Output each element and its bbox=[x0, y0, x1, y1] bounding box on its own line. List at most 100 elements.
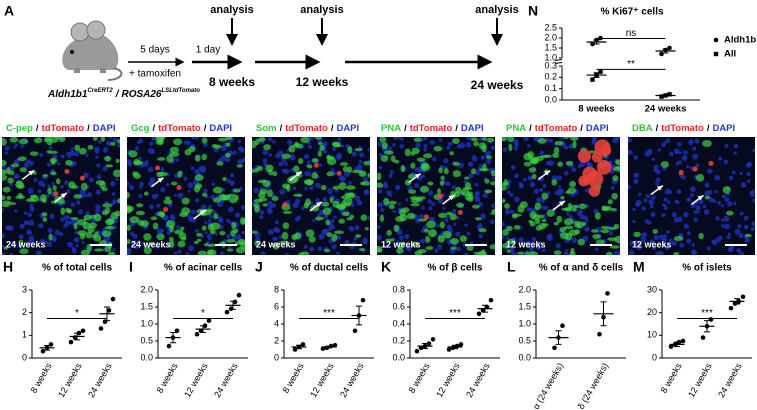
nucleus bbox=[2, 232, 5, 239]
y-tick-label: 4 bbox=[274, 318, 279, 328]
nucleus bbox=[733, 143, 739, 149]
nucleus bbox=[17, 243, 23, 249]
nucleus bbox=[564, 249, 569, 254]
nucleus bbox=[241, 230, 245, 235]
red-cell bbox=[588, 185, 601, 197]
nucleus bbox=[268, 203, 274, 209]
nucleus bbox=[97, 140, 102, 144]
micrograph bbox=[127, 137, 245, 255]
green-cell bbox=[259, 188, 268, 195]
nucleus bbox=[649, 204, 654, 209]
green-cell bbox=[7, 177, 14, 184]
timepoint-label: 12 weeks bbox=[296, 75, 349, 89]
nucleus bbox=[278, 161, 284, 167]
data-point bbox=[668, 344, 674, 349]
nucleus bbox=[429, 139, 435, 145]
nucleus bbox=[81, 240, 85, 244]
data-point bbox=[597, 331, 602, 337]
nucleus bbox=[351, 151, 357, 157]
error-bar bbox=[482, 304, 488, 313]
nucleus bbox=[738, 233, 744, 239]
stain: Gcg bbox=[131, 123, 150, 134]
timepoint-label: 24 weeks bbox=[471, 78, 524, 92]
nucleus bbox=[188, 245, 195, 252]
x-tick-label: 24 weeks bbox=[212, 361, 240, 399]
green-cell bbox=[193, 240, 199, 245]
nucleus bbox=[297, 215, 301, 220]
green-cell bbox=[104, 155, 111, 162]
green-cell bbox=[698, 232, 704, 240]
y-tick-label: 0.0 bbox=[518, 352, 531, 362]
stain: DAPI bbox=[209, 123, 232, 134]
nucleus bbox=[354, 224, 360, 231]
green-cell bbox=[54, 137, 60, 139]
nucleus bbox=[188, 218, 193, 222]
nucleus bbox=[225, 156, 231, 162]
green-cell bbox=[507, 238, 516, 245]
green-cell bbox=[282, 210, 293, 214]
x-tick-label: 12 weeks bbox=[56, 361, 84, 399]
y-tick-label: 0.3 bbox=[544, 60, 557, 70]
green-cell bbox=[612, 166, 620, 172]
stain: DAPI bbox=[712, 123, 735, 134]
arrow-head bbox=[157, 177, 164, 183]
green-cell bbox=[19, 248, 29, 255]
nucleus bbox=[262, 158, 268, 163]
nucleus bbox=[127, 249, 131, 255]
green-cell bbox=[412, 241, 420, 247]
stain: tdTomato bbox=[535, 123, 578, 134]
nucleus bbox=[505, 208, 511, 215]
nucleus bbox=[154, 244, 160, 249]
nucleus bbox=[437, 198, 443, 204]
green-cell bbox=[127, 224, 132, 231]
green-cell bbox=[452, 161, 460, 167]
nucleus bbox=[726, 201, 733, 207]
nucleus bbox=[333, 215, 337, 219]
y-tick-label: 0.8 bbox=[392, 284, 405, 294]
green-cell bbox=[590, 229, 599, 233]
error-bar bbox=[170, 332, 176, 344]
green-cell bbox=[388, 204, 395, 210]
reporter: ROSA26 bbox=[121, 89, 161, 100]
nucleus bbox=[436, 224, 441, 228]
nucleus bbox=[8, 225, 14, 231]
nucleus bbox=[74, 231, 79, 235]
nucleus bbox=[706, 168, 713, 174]
data-point bbox=[488, 297, 494, 303]
green-cell bbox=[567, 202, 573, 211]
green-cell bbox=[107, 251, 116, 255]
stain: / bbox=[36, 123, 39, 134]
nucleus bbox=[201, 204, 207, 210]
data-point bbox=[194, 331, 200, 337]
green-cell bbox=[479, 168, 490, 172]
nucleus bbox=[533, 188, 540, 194]
nucleus bbox=[514, 173, 519, 178]
green-cell bbox=[332, 185, 341, 190]
nucleus bbox=[318, 233, 325, 240]
nucleus bbox=[38, 223, 44, 229]
nucleus bbox=[468, 161, 474, 167]
y-tick-label: 10 bbox=[647, 330, 657, 340]
nucleus bbox=[37, 189, 42, 194]
data-point bbox=[552, 345, 557, 351]
nucleus bbox=[571, 167, 577, 172]
data-point bbox=[659, 51, 664, 57]
green-cell bbox=[380, 155, 389, 162]
nucleus bbox=[469, 241, 474, 245]
green-cell bbox=[351, 169, 362, 174]
nucleus bbox=[28, 220, 35, 226]
nucleus bbox=[85, 153, 89, 157]
error-bar bbox=[44, 345, 50, 351]
green-cell bbox=[421, 162, 429, 170]
nucleus bbox=[260, 251, 266, 255]
panel-letter: I bbox=[129, 259, 133, 275]
nucleus bbox=[531, 236, 537, 242]
green-cell bbox=[354, 148, 363, 152]
nucleus bbox=[70, 202, 76, 208]
nucleus bbox=[383, 183, 389, 189]
nucleus bbox=[195, 228, 199, 233]
data-point bbox=[458, 342, 464, 347]
nucleus bbox=[60, 217, 65, 222]
nucleus bbox=[480, 213, 486, 219]
nucleus bbox=[323, 141, 328, 147]
